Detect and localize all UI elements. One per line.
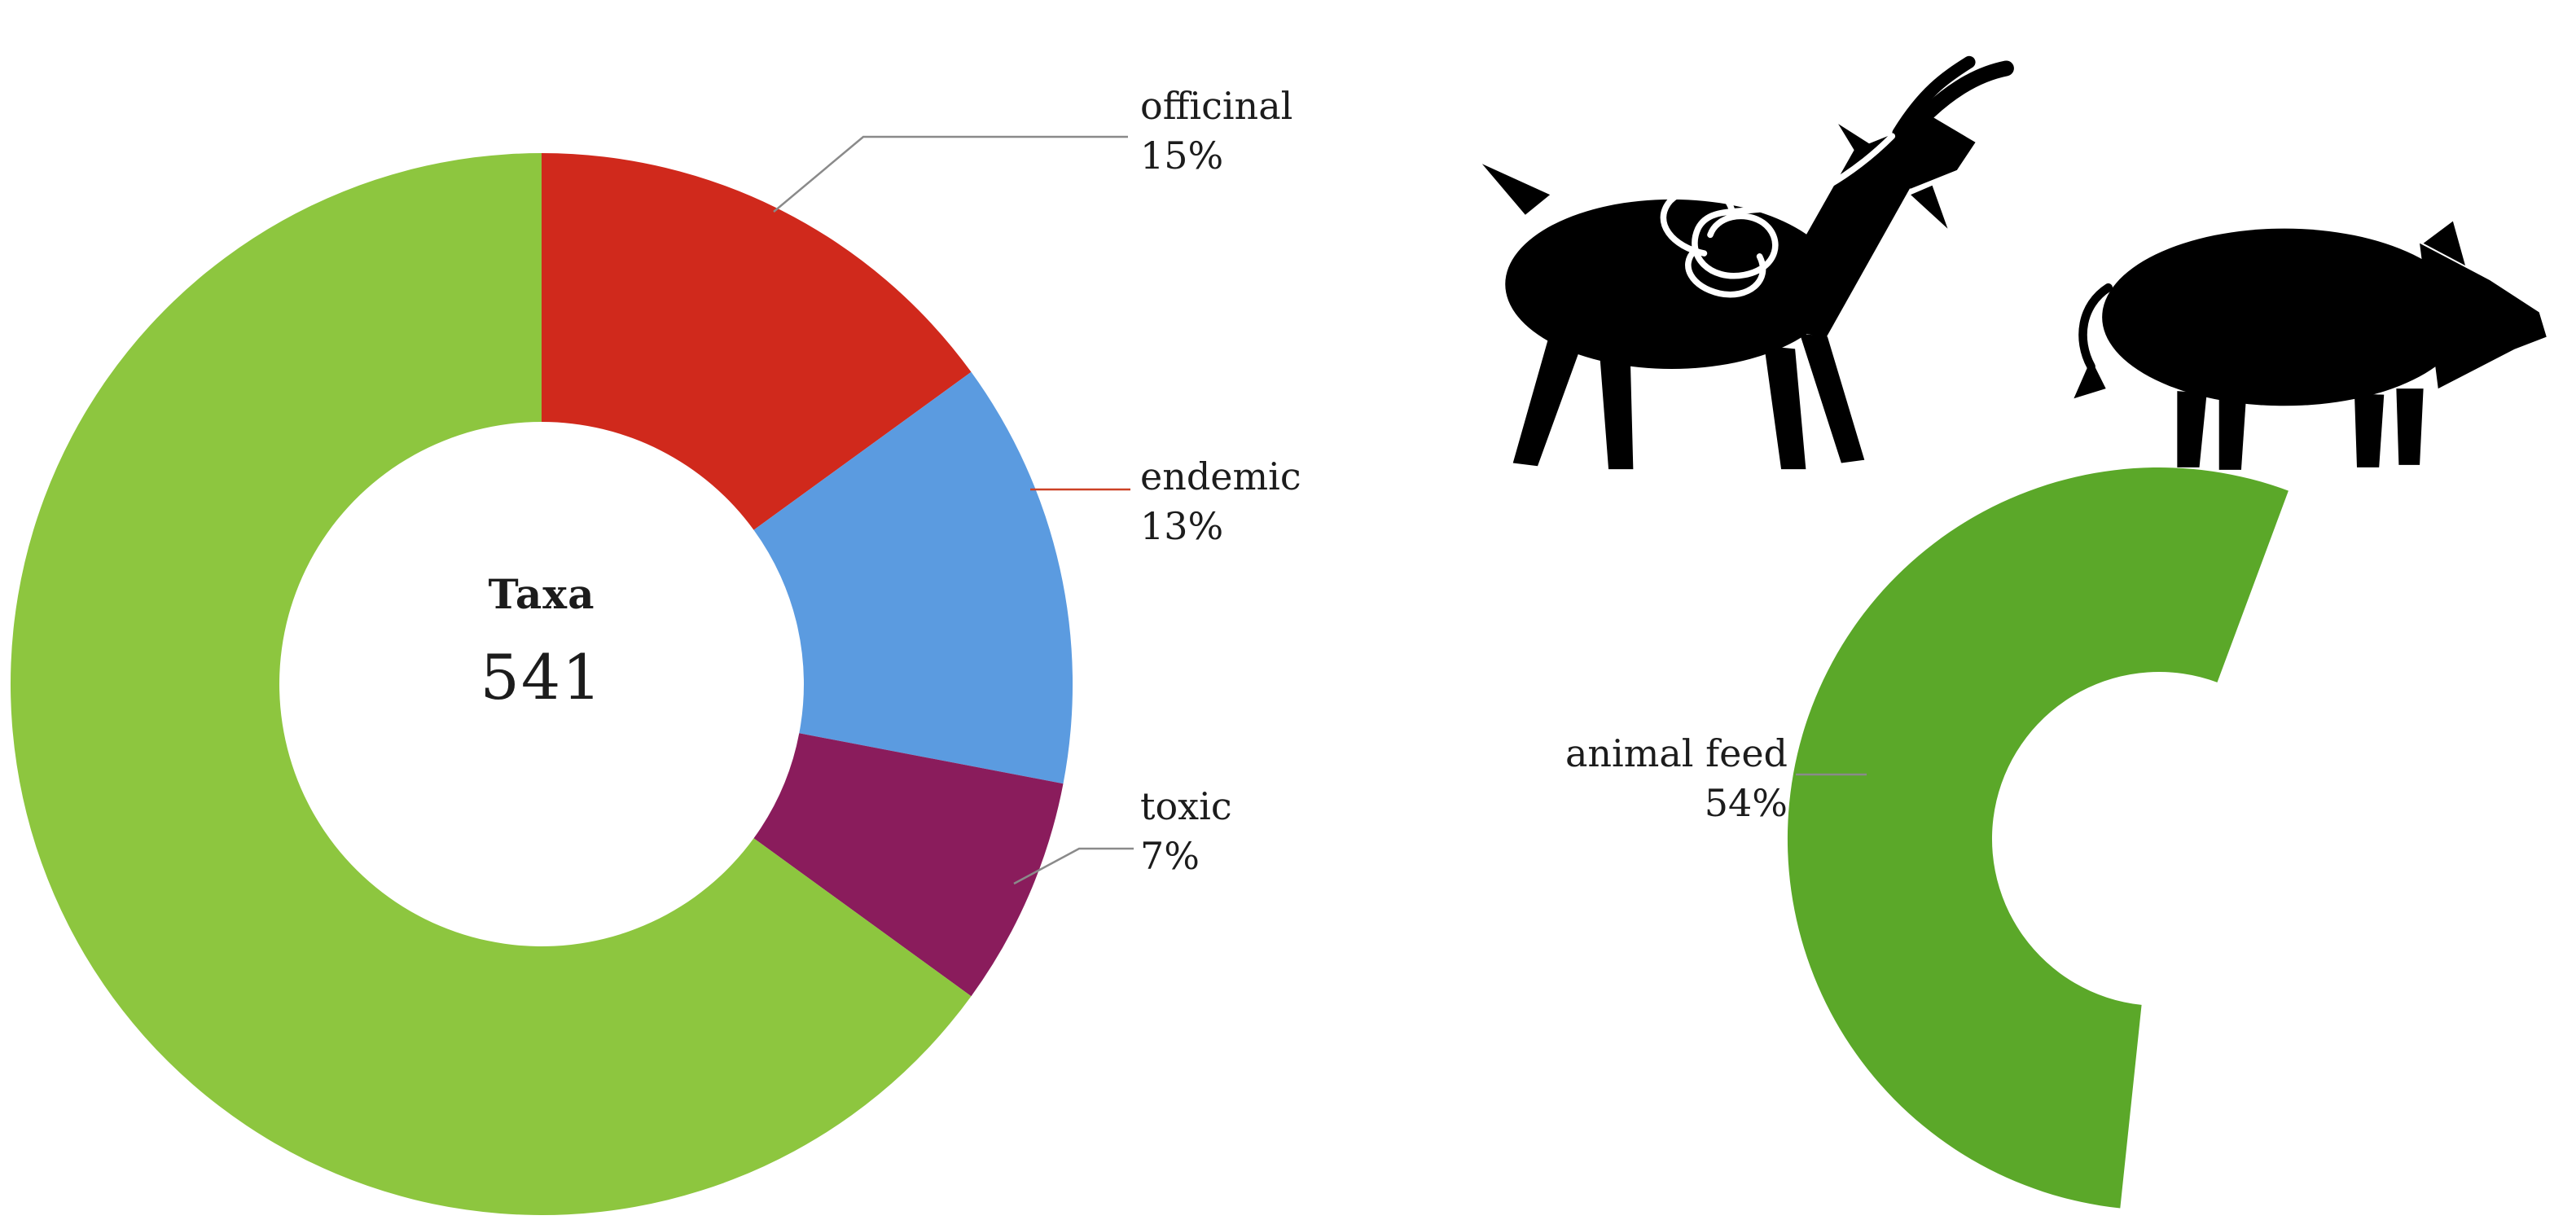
donut-slice-officinal [542, 153, 972, 530]
label-toxic-name: toxic [1140, 784, 1232, 828]
goat-front-leg-1 [1764, 345, 1806, 470]
label-officinal: officinal 15% [1140, 81, 1292, 180]
donut-slice-animal feed [1787, 467, 2289, 1209]
pig-leg-3 [2354, 393, 2385, 467]
donut-slice-remainder [10, 153, 972, 1215]
pig-tail [2078, 283, 2113, 371]
donut-center-label: Taxa 541 [338, 570, 745, 713]
donut-center-value: 541 [480, 641, 603, 713]
label-animal-feed-pct: 54% [1704, 780, 1788, 825]
pig-tail-tuft [2074, 358, 2106, 399]
pig-body [2102, 228, 2467, 406]
donut-slice-toxic [753, 733, 1064, 997]
donut-slice-endemic [753, 371, 1073, 784]
label-toxic: toxic 7% [1140, 782, 1232, 880]
label-officinal-name: officinal [1140, 84, 1293, 128]
label-officinal-pct: 15% [1140, 133, 1224, 178]
donut-center-title: Taxa [488, 570, 595, 618]
label-endemic: endemic 13% [1140, 452, 1301, 551]
label-toxic-pct: 7% [1140, 833, 1200, 878]
goat-body [1505, 199, 1839, 370]
pig-leg-1 [2177, 391, 2207, 467]
pig-ear [2423, 221, 2465, 266]
left-donut-chart [10, 153, 1073, 1215]
goat-head [1856, 117, 1976, 189]
goat-rear-leg-1 [1512, 338, 1582, 467]
goat-silhouette-icon [1481, 55, 2014, 470]
goat-front-leg-2 [1799, 333, 1865, 463]
label-animal-feed: animal feed 54% [1490, 729, 1788, 827]
goat-ear [1838, 124, 1872, 168]
pig-body-group [2074, 221, 2547, 470]
pig-leg-2 [2218, 396, 2246, 470]
goat-beard [1911, 185, 1948, 229]
label-endemic-pct: 13% [1140, 503, 1224, 548]
goat-body-group [1481, 117, 1976, 470]
label-animal-feed-name: animal feed [1564, 731, 1788, 775]
pig-head [2420, 243, 2547, 389]
right-donut-chart [1787, 467, 2289, 1209]
goat-tail [1481, 164, 1551, 215]
pig-leg-4 [2396, 388, 2424, 465]
goat-rear-leg-2 [1599, 349, 1634, 470]
pig-silhouette-icon [2074, 221, 2547, 470]
goat-horns [1892, 55, 2014, 140]
goat-digestive-tract-outline [1660, 133, 1896, 298]
label-endemic-name: endemic [1140, 454, 1301, 498]
goat-neck [1756, 145, 1919, 339]
